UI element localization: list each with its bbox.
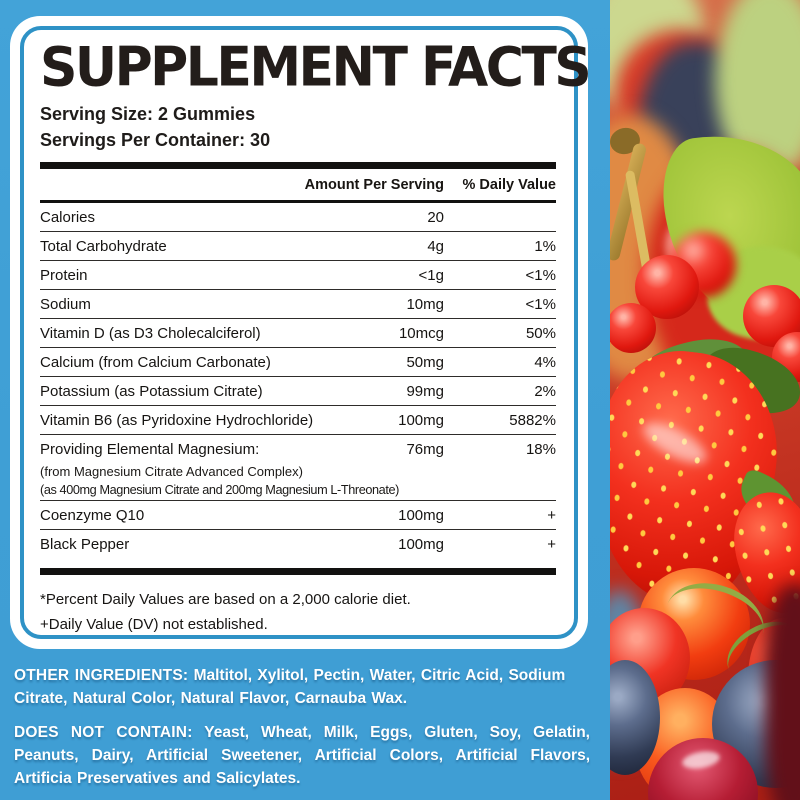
nutrient-amount: 100mg bbox=[398, 412, 444, 430]
footnote-daily-values: *Percent Daily Values are based on a 2,0… bbox=[40, 591, 411, 609]
bottom-copy: OTHER INGREDIENTS: Maltitol, Xylitol, Pe… bbox=[14, 664, 590, 790]
nutrient-daily-value: + bbox=[547, 536, 556, 554]
nutrient-name: Calcium (from Calcium Carbonate) bbox=[40, 354, 271, 372]
fact-row: Vitamin B6 (as Pyridoxine Hydrochloride)… bbox=[40, 406, 556, 436]
fact-row-main: Black Pepper 100mg + bbox=[40, 530, 556, 558]
nutrient-name: Vitamin B6 (as Pyridoxine Hydrochloride) bbox=[40, 412, 314, 430]
nutrient-name: Potassium (as Potassium Citrate) bbox=[40, 383, 263, 401]
nutrient-daily-value: + bbox=[547, 507, 556, 525]
nutrient-name: Sodium bbox=[40, 296, 91, 314]
nutrient-amount: 76mg bbox=[406, 441, 444, 459]
nutrient-amount: 100mg bbox=[398, 536, 444, 554]
does-not-contain-label: DOES NOT CONTAIN: bbox=[14, 724, 193, 741]
column-header-daily-value: % Daily Value bbox=[462, 177, 557, 194]
nutrient-daily-value: 4% bbox=[534, 354, 556, 372]
nutrient-amount: 50mg bbox=[406, 354, 444, 372]
fact-row-main: Calcium (from Calcium Carbonate) 50mg 4% bbox=[40, 348, 556, 376]
fact-row: Potassium (as Potassium Citrate) 99mg 2% bbox=[40, 377, 556, 407]
fact-row-main: Calories 20 bbox=[40, 203, 556, 231]
panel-title: SUPPLEMENT FACTS bbox=[40, 36, 592, 100]
fact-row-main: Vitamin D (as D3 Cholecalciferol) 10mcg … bbox=[40, 319, 556, 347]
nutrient-amount: 4g bbox=[427, 238, 444, 256]
ingredient-subline: (from Magnesium Citrate Advanced Complex… bbox=[40, 464, 303, 480]
footnotes: *Percent Daily Values are based on a 2,0… bbox=[40, 587, 556, 637]
nutrient-daily-value: <1% bbox=[525, 296, 556, 314]
nutrient-name: Providing Elemental Magnesium: bbox=[40, 441, 260, 459]
other-ingredients-label: OTHER INGREDIENTS: bbox=[14, 667, 189, 684]
dark-berry-shadow-shape bbox=[765, 585, 800, 800]
column-headers: Amount Per Serving % Daily Value bbox=[40, 169, 556, 200]
berries-photo bbox=[610, 0, 800, 800]
fact-row-main: Providing Elemental Magnesium: 76mg 18% bbox=[40, 435, 556, 463]
nutrient-name: Coenzyme Q10 bbox=[40, 507, 145, 525]
nutrient-name: Black Pepper bbox=[40, 536, 130, 554]
divider-thick-top bbox=[40, 162, 556, 170]
fact-row: Providing Elemental Magnesium: 76mg 18% … bbox=[40, 435, 556, 502]
divider-thick-bottom bbox=[40, 568, 556, 576]
facts-rows: Calories 20 Total Carbohydrate 4g 1% Pro… bbox=[40, 203, 556, 558]
fact-row-main: Potassium (as Potassium Citrate) 99mg 2% bbox=[40, 377, 556, 405]
nutrient-daily-value: 5882% bbox=[509, 412, 556, 430]
nutrient-amount: 10mcg bbox=[398, 325, 444, 343]
nutrient-amount: 99mg bbox=[406, 383, 444, 401]
fact-row: Black Pepper 100mg + bbox=[40, 530, 556, 558]
nutrient-amount: 10mg bbox=[406, 296, 444, 314]
nutrient-name: Total Carbohydrate bbox=[40, 238, 167, 256]
ingredient-subline: (as 400mg Magnesium Citrate and 200mg Ma… bbox=[40, 483, 399, 498]
fact-row: Protein <1g <1% bbox=[40, 261, 556, 291]
fact-row-main: Total Carbohydrate 4g 1% bbox=[40, 232, 556, 260]
nutrient-daily-value: 1% bbox=[534, 238, 556, 256]
fact-row: Calories 20 bbox=[40, 203, 556, 233]
fact-row: Sodium 10mg <1% bbox=[40, 290, 556, 320]
red-currant-shape bbox=[610, 303, 656, 353]
servings-per-container: Servings Per Container: 30 bbox=[40, 130, 271, 151]
other-ingredients-text: Maltitol, Xylitol, Pectin, Water, Citric… bbox=[14, 667, 566, 707]
does-not-contain-paragraph: DOES NOT CONTAIN: Yeast, Wheat, Milk, Eg… bbox=[14, 721, 590, 790]
other-ingredients-paragraph: OTHER INGREDIENTS: Maltitol, Xylitol, Pe… bbox=[14, 664, 590, 710]
fact-row-main: Sodium 10mg <1% bbox=[40, 290, 556, 318]
column-header-amount: Amount Per Serving bbox=[304, 177, 444, 194]
fact-row: Vitamin D (as D3 Cholecalciferol) 10mcg … bbox=[40, 319, 556, 349]
panel-content: SUPPLEMENT FACTS Serving Size: 2 Gummies… bbox=[40, 40, 592, 633]
fact-row-main: Vitamin B6 (as Pyridoxine Hydrochloride)… bbox=[40, 406, 556, 434]
fact-row: Calcium (from Calcium Carbonate) 50mg 4% bbox=[40, 348, 556, 378]
nutrient-amount: 20 bbox=[427, 209, 444, 227]
nutrient-amount: <1g bbox=[418, 267, 444, 285]
nutrient-name: Vitamin D (as D3 Cholecalciferol) bbox=[40, 325, 261, 343]
fact-row: Coenzyme Q10 100mg + bbox=[40, 501, 556, 531]
fact-row-main: Protein <1g <1% bbox=[40, 261, 556, 289]
nutrient-daily-value: <1% bbox=[525, 267, 556, 285]
footnote-dv-not-established: +Daily Value (DV) not established. bbox=[40, 616, 268, 634]
nutrient-daily-value: 2% bbox=[534, 383, 556, 401]
fact-row: Total Carbohydrate 4g 1% bbox=[40, 232, 556, 262]
fact-row-main: Coenzyme Q10 100mg + bbox=[40, 501, 556, 529]
nutrient-name: Protein bbox=[40, 267, 88, 285]
divider-under-headers bbox=[40, 200, 556, 204]
nutrient-daily-value: 50% bbox=[525, 325, 556, 343]
serving-size: Serving Size: 2 Gummies bbox=[40, 104, 256, 125]
supplement-facts-panel: SUPPLEMENT FACTS Serving Size: 2 Gummies… bbox=[10, 16, 592, 649]
nutrient-amount: 100mg bbox=[398, 507, 444, 525]
nutrient-daily-value: 18% bbox=[525, 441, 556, 459]
nutrient-name: Calories bbox=[40, 209, 96, 227]
does-not-contain-text: Yeast, Wheat, Milk, Eggs, Gluten, Soy, G… bbox=[14, 724, 590, 787]
